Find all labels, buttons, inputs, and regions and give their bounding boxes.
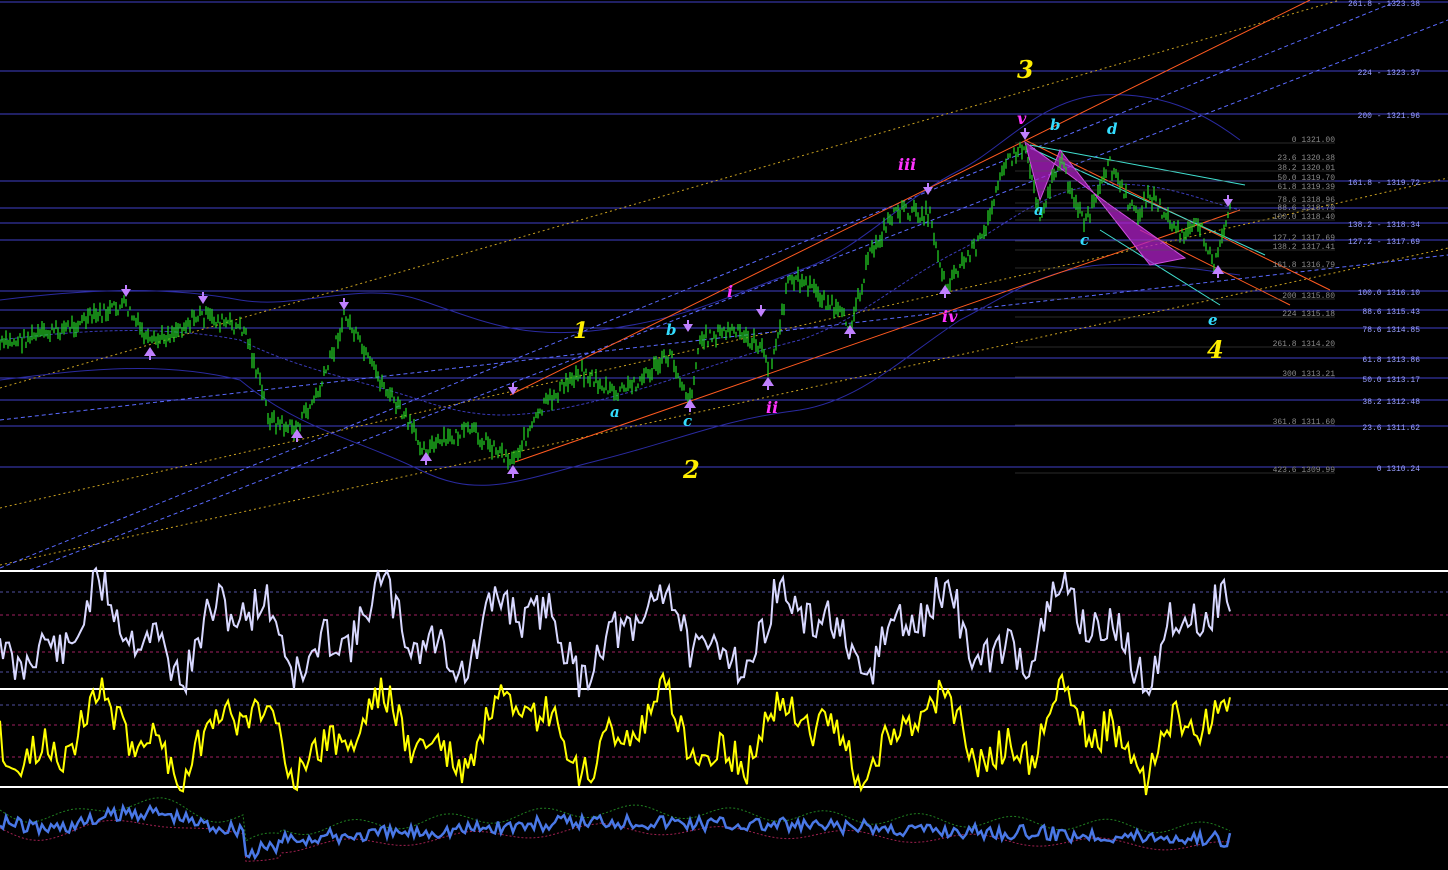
fibo-mid-label: 300 1313.21	[1282, 370, 1335, 379]
wave-label-3: 3	[1017, 55, 1034, 84]
fibo-mid-label: 88.6 1318.70	[1277, 204, 1335, 213]
fractal-down-arrow	[1223, 199, 1233, 207]
oscillator-pane-1[interactable]	[0, 566, 1448, 698]
wave-label-1: 1	[573, 318, 588, 344]
fractal-down-arrow	[923, 187, 933, 195]
fibo-mid-label: 38.2 1320.01	[1277, 164, 1335, 173]
price-candles	[0, 141, 1231, 470]
fibo-mid-label: 161.8 1316.79	[1273, 261, 1336, 270]
oscillator-line-1	[0, 566, 1231, 698]
wave-label-4: 4	[1207, 335, 1224, 364]
bollinger-envelope	[0, 94, 1241, 486]
fibo-mid-label: 261.8 1314.20	[1273, 340, 1336, 349]
fibo-level-label: 61.8 1313.86	[1362, 356, 1420, 365]
fractal-down-arrow	[508, 387, 518, 395]
fibo-mid-label: 78.6 1318.96	[1277, 196, 1335, 205]
fractal-down-arrow	[756, 309, 766, 317]
wave-label-b2: b	[1050, 116, 1061, 134]
wave-label-a1: a	[610, 403, 620, 421]
fibo-horizontal-lines	[0, 1, 1448, 468]
fibo-level-label: 261.8 - 1323.38	[1348, 0, 1420, 9]
oscillator-pane-3[interactable]	[0, 797, 1232, 862]
oscillator-line-3-aux-green	[0, 797, 1231, 842]
fractal-up-arrow	[507, 465, 519, 474]
fractal-up-arrow	[144, 347, 156, 356]
fibo-level-label: 224 - 1323.37	[1358, 69, 1421, 78]
fibo-level-label: 161.8 - 1319.72	[1348, 179, 1420, 188]
fractal-down-arrow	[683, 324, 693, 332]
fibo-labels-right: 261.8 - 1323.38 224 - 1323.37 200 - 1321.9…	[1348, 0, 1420, 474]
fractal-up-arrow	[762, 377, 774, 386]
oscillator-line-3-aux-red	[0, 819, 1231, 862]
fibo-mid-label: 138.2 1317.41	[1273, 243, 1336, 252]
fractal-arrows	[121, 128, 1233, 478]
wave-label-c2: c	[1080, 231, 1089, 249]
fibo-level-label: 88.6 1315.43	[1362, 308, 1420, 317]
fibo-mid-label: 224 1315.18	[1282, 310, 1335, 319]
fibo-level-label: 0 1310.24	[1377, 465, 1420, 474]
fractal-up-arrow	[1212, 265, 1224, 274]
fibo-level-label: 138.2 - 1318.34	[1348, 221, 1420, 230]
fractal-up-arrow	[420, 452, 432, 461]
fibo-level-label: 50.0 1313.17	[1362, 376, 1420, 385]
fractal-down-arrow	[121, 289, 131, 297]
fibo-level-label: 78.6 1314.85	[1362, 326, 1420, 335]
fibo-mid-label: 127.2 1317.69	[1273, 234, 1336, 243]
wave-label-a2: a	[1034, 201, 1044, 219]
fibo-level-label: 127.2 - 1317.69	[1348, 238, 1420, 247]
fibo-mid-label: 0 1321.00	[1292, 136, 1335, 145]
wave-label-iii: iii	[898, 155, 916, 174]
fractal-down-arrow	[198, 296, 208, 304]
fractal-down-arrow	[1020, 132, 1030, 140]
oscillator-line-3	[0, 802, 1232, 861]
oscillator-pane-2[interactable]	[0, 671, 1448, 796]
wave-label-b1: b	[666, 321, 677, 339]
fractal-up-arrow	[684, 399, 696, 408]
fibo-mid-label: 23.6 1320.38	[1277, 154, 1335, 163]
dotted-trend-lines	[0, 0, 1448, 571]
wave-label-ii: ii	[766, 398, 778, 417]
elliott-wave-labels: 1 2 3 4 i ii iii iv v a b c a b c d e	[573, 55, 1224, 484]
wave-label-e2: e	[1208, 311, 1218, 329]
fibo-mid-label: 50.0 1319.70	[1277, 174, 1335, 183]
fibo-mid-label: 423.6 1309.99	[1273, 466, 1336, 475]
wave-label-d2: d	[1107, 120, 1118, 138]
fibo-level-label: 200 - 1321.96	[1358, 112, 1421, 121]
fibo-mid-label: 200 1315.80	[1282, 292, 1335, 301]
main-price-pane[interactable]: 261.8 - 1323.38 224 - 1323.37 200 - 1321.9…	[0, 0, 1448, 571]
wave-label-iv: iv	[942, 307, 958, 326]
harmonic-pattern	[1024, 140, 1187, 266]
oscillator-line-2	[0, 671, 1231, 796]
fibo-mid-label: 100.0 1318.40	[1273, 213, 1336, 222]
wave-label-i: i	[727, 282, 733, 301]
fibo-level-label: 23.6 1311.62	[1362, 424, 1420, 433]
fractal-up-arrow	[291, 429, 303, 438]
channel-lines	[509, 0, 1331, 463]
fibo-level-label: 38.2 1312.48	[1362, 398, 1420, 407]
wave-label-v: v	[1017, 109, 1027, 128]
fibo-level-label: 100.0 1316.10	[1358, 289, 1421, 298]
fractal-down-arrow	[339, 302, 349, 310]
fractal-up-arrow	[939, 285, 951, 294]
fractal-up-arrow	[844, 325, 856, 334]
wave-label-2: 2	[682, 455, 700, 484]
fibo-mid-label: 61.8 1319.39	[1277, 183, 1335, 192]
fibo-mid-label: 361.8 1311.60	[1273, 418, 1336, 427]
wave-label-c1: c	[683, 412, 692, 430]
